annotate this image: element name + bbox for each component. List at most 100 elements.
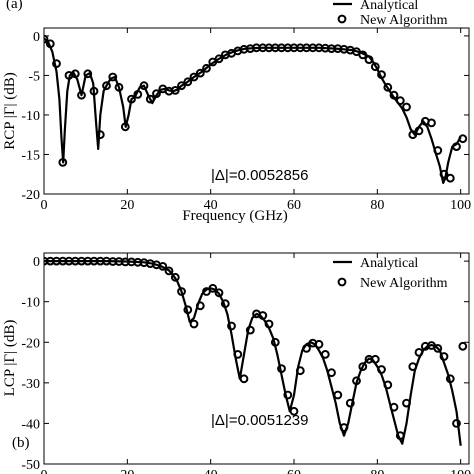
panel-b-delta-annotation: |Δ|=0.0051239 [211, 412, 308, 429]
panel-b-y-axis-label: LCP |Γ| (dB) [2, 320, 18, 397]
x-tick-label: 100 [450, 468, 471, 474]
data-point-new-algorithm [189, 319, 199, 329]
data-point-new-algorithm [214, 54, 224, 64]
data-point-new-algorithm [277, 364, 286, 374]
x-tick-label: 40 [204, 468, 218, 474]
data-point-new-algorithm [270, 337, 280, 347]
panel-b-legend-analytical: Analytical [360, 256, 418, 271]
data-point-new-algorithm [433, 344, 443, 353]
data-point-new-algorithm [108, 72, 118, 82]
data-point-new-algorithm [214, 288, 224, 298]
data-point-new-algorithm [208, 283, 218, 293]
data-point-new-algorithm [377, 365, 386, 374]
data-point-new-algorithm [320, 350, 330, 359]
panel-a-legend-analytical: Analytical [360, 0, 418, 13]
data-point-new-algorithm [177, 287, 186, 296]
data-point-new-algorithm [189, 72, 199, 82]
panel-a-y-axis-label: RCP |Γ| (dB) [2, 72, 18, 149]
data-point-new-algorithm [145, 94, 155, 104]
y-tick-label: -10 [21, 296, 40, 311]
data-point-new-algorithm [452, 142, 461, 152]
data-point-new-algorithm [44, 34, 49, 44]
data-point-new-algorithm [164, 266, 174, 276]
data-point-new-algorithm [370, 62, 380, 72]
data-point-new-algorithm [77, 90, 86, 100]
data-point-new-algorithm [245, 325, 255, 335]
data-point-new-algorithm [170, 86, 180, 95]
data-point-new-algorithm [52, 59, 61, 68]
data-point-new-algorithm [408, 362, 418, 372]
data-point-new-algorithm [439, 169, 449, 179]
y-tick-label: -5 [28, 69, 40, 84]
data-point-new-algorithm [458, 134, 468, 144]
data-point-new-algorithm [408, 130, 418, 140]
panel-a-delta-annotation: |Δ|=0.0052856 [211, 167, 308, 184]
y-tick-label: 0 [33, 30, 40, 45]
data-point-new-algorithm [233, 350, 243, 359]
x-tick-label: 80 [370, 198, 384, 213]
data-point-new-algorithm [70, 69, 80, 79]
data-point-new-algorithm [327, 368, 336, 378]
data-point-new-algorithm [333, 390, 343, 400]
panel-a-legend-new-algorithm: New Algorithm [360, 13, 448, 28]
data-point-new-algorithm [114, 82, 124, 92]
data-point-new-algorithm [227, 321, 236, 331]
data-point-new-algorithm [402, 398, 411, 408]
y-tick-label: -20 [21, 336, 40, 351]
data-point-new-algorithm [89, 86, 99, 96]
x-tick-label: 40 [204, 198, 218, 213]
data-point-new-algorithm [452, 419, 461, 428]
data-point-new-algorithm [158, 262, 168, 271]
data-point-new-algorithm [195, 301, 205, 311]
series-line-analytical [44, 37, 462, 184]
x-tick-label: 100 [450, 198, 471, 213]
data-point-new-algorithm [120, 122, 130, 132]
y-tick-label: -10 [21, 109, 40, 124]
data-point-new-algorithm [295, 366, 305, 376]
data-point-new-algorithm [377, 70, 386, 79]
data-point-new-algorithm [345, 398, 355, 408]
data-point-new-algorithm [433, 146, 443, 155]
data-point-new-algorithm [314, 339, 324, 349]
y-tick-label: 0 [33, 255, 40, 270]
panel-a-chart: 0 20 40 60 80 100 0 -5 -10 -15 -20 (a) |Δ|=0.00528… [2, 0, 471, 224]
data-point-new-algorithm [414, 126, 424, 136]
data-point-new-algorithm [427, 118, 436, 128]
panel-b-legend-new-algorithm: New Algorithm [360, 276, 448, 291]
data-point-new-algorithm [258, 311, 268, 320]
data-point-new-algorithm [414, 348, 424, 357]
data-point-new-algorithm [127, 94, 136, 104]
data-point-new-algorithm [239, 374, 249, 384]
y-tick-label: -20 [21, 188, 40, 203]
x-tick-label: 20 [120, 468, 134, 474]
x-tick-label: 80 [370, 468, 384, 474]
data-point-new-algorithm [102, 81, 111, 91]
data-point-new-algorithm [395, 96, 405, 106]
data-point-new-algorithm [45, 39, 55, 49]
data-point-new-algorithm [339, 423, 349, 432]
data-point-new-algorithm [402, 102, 411, 112]
data-point-new-algorithm [133, 90, 143, 99]
panel-a-legend: Analytical New Algorithm [333, 0, 448, 28]
data-point-new-algorithm [389, 402, 399, 412]
x-tick-label: 60 [287, 468, 301, 474]
panel-b-tag: (b) [12, 435, 30, 451]
data-point-new-algorithm [352, 376, 361, 386]
panel-b-legend-circle-swatch [337, 277, 347, 287]
y-tick-label: -40 [21, 417, 40, 432]
data-point-new-algorithm [289, 406, 299, 416]
data-point-new-algorithm [152, 89, 161, 98]
y-tick-label: -30 [21, 377, 40, 392]
y-tick-label: -15 [21, 148, 40, 163]
y-tick-label: -50 [21, 458, 40, 473]
data-point-new-algorithm [389, 90, 399, 100]
data-point-new-algorithm [302, 344, 311, 353]
data-point-new-algorithm [395, 431, 405, 441]
data-point-new-algorithm [202, 63, 211, 73]
data-point-new-algorithm [220, 299, 230, 309]
data-point-new-algorithm [383, 82, 393, 92]
panel-a-legend-circle-swatch [337, 14, 347, 24]
series-line-analytical [44, 260, 462, 446]
panel-b-plot-frame [43, 252, 470, 465]
